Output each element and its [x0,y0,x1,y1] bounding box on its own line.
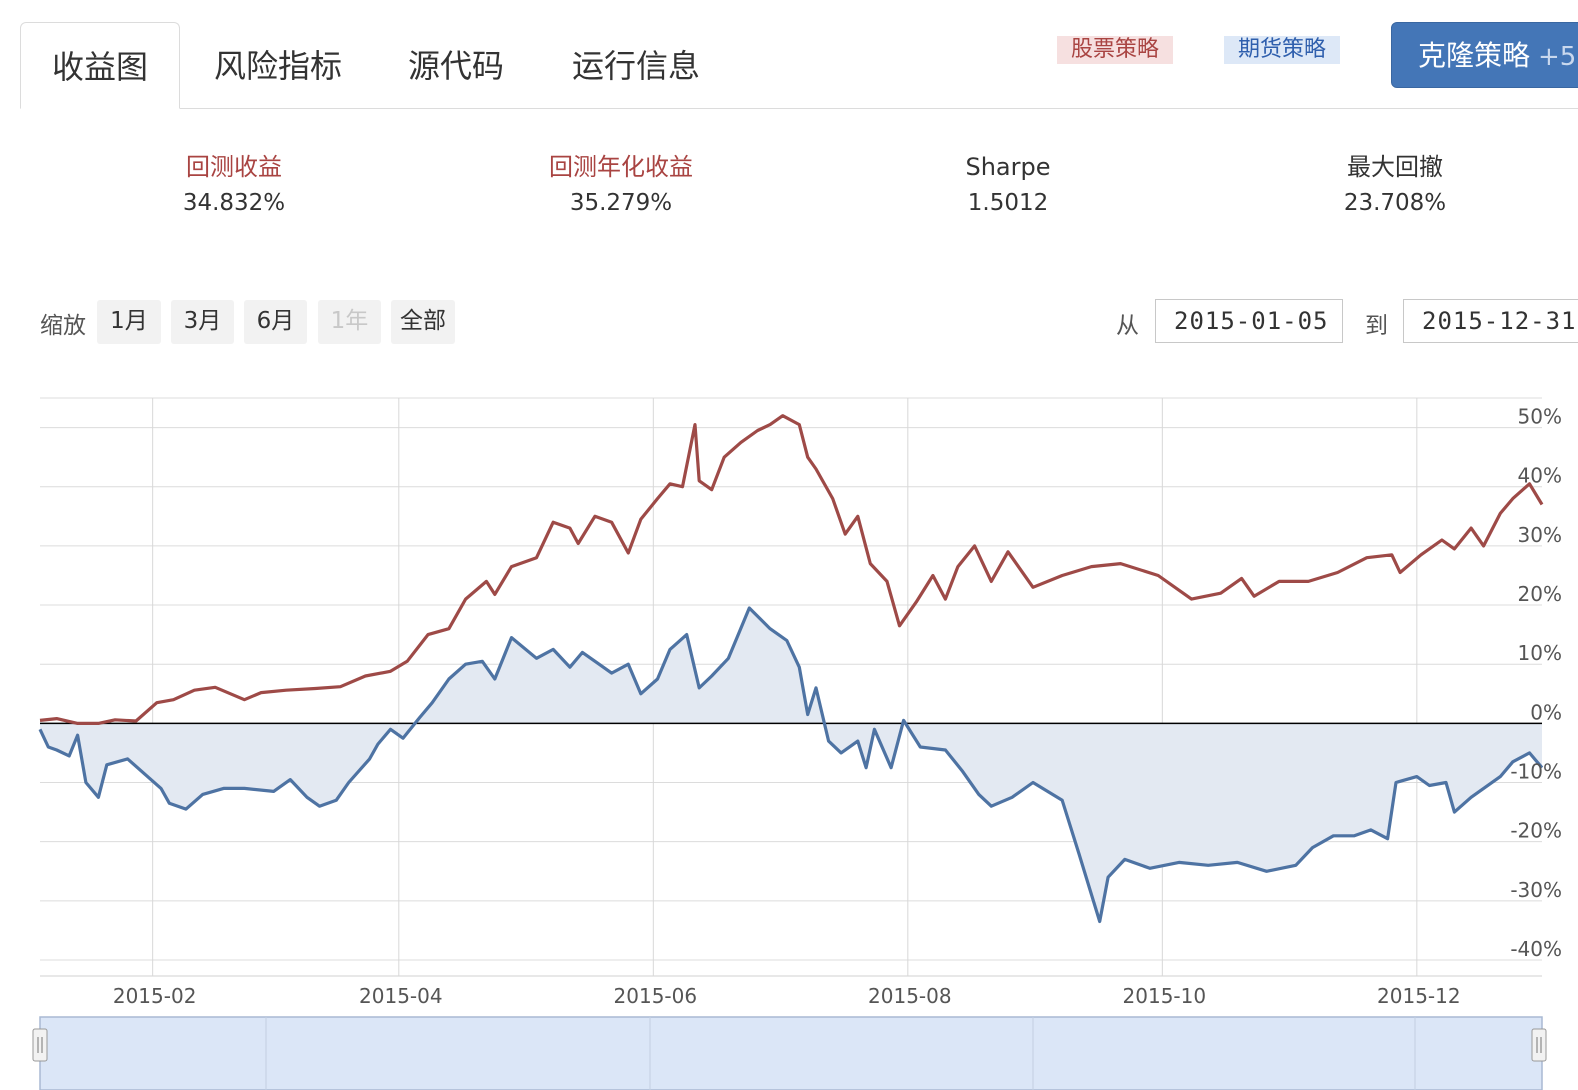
x-tick-label: 2015-10 [1123,984,1207,1008]
zoom-all-button[interactable]: 全部 [391,300,455,344]
stat-value: 23.708% [1343,190,1447,216]
stat-max-drawdown: 最大回撤 23.708% [1245,152,1545,218]
navigator-left-handle[interactable] [32,1028,48,1062]
tab-risk-metrics[interactable]: 风险指标 [213,47,342,85]
range-to-input[interactable]: 2015-12-31 [1403,299,1578,343]
clone-strategy-button[interactable]: 克隆策略 +5 [1391,22,1578,88]
y-tick-label: -40% [1510,937,1562,961]
stat-label: 回测收益 [186,153,282,181]
y-tick-label: -20% [1510,819,1562,843]
stock-strategy-tag[interactable]: 股票策略 [1057,36,1174,64]
zoom-3m-button[interactable]: 3月 [171,300,234,344]
x-tick-label: 2015-04 [359,984,443,1008]
handle-grip [32,1028,48,1062]
tab-source-code[interactable]: 源代码 [407,47,504,85]
range-to-label: 到 [1365,313,1388,339]
stat-label: Sharpe [965,153,1051,181]
y-tick-label: 0% [1530,700,1562,724]
returns-chart: 50% 40% 30% 20% 10% 0% -10% -20% -30% -40% 2015-0… [32,397,1562,1090]
stat-annualized-return: 回测年化收益 35.279% [471,152,771,218]
clone-strategy-label: 克隆策略 [1418,39,1531,72]
y-tick-label: 10% [1518,641,1562,665]
relative-return-area [40,608,1542,922]
range-navigator [32,1016,1547,1090]
handle-grip [1531,1028,1547,1062]
stat-value: 34.832% [182,190,286,216]
stat-value: 35.279% [569,190,673,216]
y-tick-label: 40% [1518,464,1562,488]
y-tick-label: 50% [1518,405,1562,429]
tab-bar: 收益图 风险指标 源代码 运行信息 [20,22,1578,109]
tab-run-info[interactable]: 运行信息 [571,47,700,85]
range-from-label: 从 [1116,313,1139,339]
x-tick-label: 2015-12 [1377,984,1461,1008]
zoom-1m-button[interactable]: 1月 [97,300,161,344]
range-from-input[interactable]: 2015-01-05 [1155,299,1343,343]
x-tick-label: 2015-02 [113,984,197,1008]
y-tick-label: 20% [1518,582,1562,606]
stat-label: 回测年化收益 [549,153,693,181]
chart-grid [40,397,1542,977]
navigator-grid [265,1017,1416,1090]
y-tick-label: 30% [1518,523,1562,547]
y-axis-ticks: 50% 40% 30% 20% 10% 0% -10% -20% -30% -40% [1510,405,1562,961]
x-axis-ticks: 2015-02 2015-04 2015-06 2015-08 2015-10 2015-… [113,984,1461,1008]
zoom-1y-button: 1年 [318,300,381,344]
stat-value: 1.5012 [967,190,1049,216]
zoom-6m-button[interactable]: 6月 [244,300,307,344]
strategy-return-line [39,414,1544,725]
navigator-window[interactable] [39,1016,1543,1090]
relative-return-line [38,606,1544,924]
x-tick-label: 2015-06 [614,984,698,1008]
stat-label: 最大回撤 [1347,153,1443,181]
y-tick-label: -10% [1510,760,1562,784]
navigator-right-handle[interactable] [1531,1028,1547,1062]
clone-count: +5 [1538,42,1577,72]
tab-returns[interactable]: 收益图 [20,22,180,109]
futures-strategy-tag[interactable]: 期货策略 [1224,36,1341,64]
x-tick-label: 2015-08 [868,984,952,1008]
zoom-label: 缩放 [40,313,86,339]
stat-backtest-return: 回测收益 34.832% [84,152,384,218]
y-tick-label: -30% [1510,878,1562,902]
stat-sharpe: Sharpe 1.5012 [858,152,1158,218]
